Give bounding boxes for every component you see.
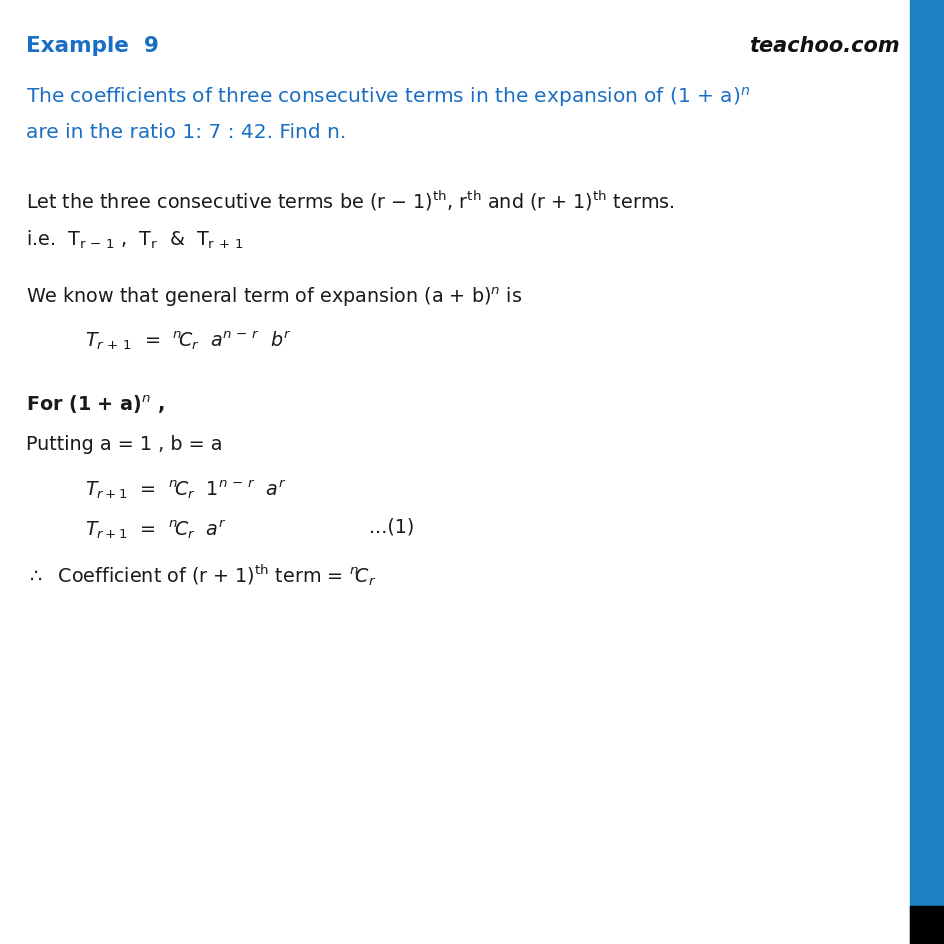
Text: $T_{r+1}$  =  $^n\!C_r$  $a^r$: $T_{r+1}$ = $^n\!C_r$ $a^r$ bbox=[85, 517, 227, 540]
Text: Putting a = 1 , b = a: Putting a = 1 , b = a bbox=[26, 434, 223, 453]
Bar bbox=[909, 906, 944, 944]
Text: Let the three consecutive terms be (r $-$ 1)$^{\rm th}$, r$^{\rm th}$ and (r + 1: Let the three consecutive terms be (r $-… bbox=[26, 189, 674, 213]
Text: $T_{r\,+\,1}$  =  $^n\!C_r$  $a^{n\,-\,r}$  $b^r$: $T_{r\,+\,1}$ = $^n\!C_r$ $a^{n\,-\,r}$ … bbox=[85, 329, 292, 351]
Text: i.e.  $\mathsf{T_{r\,-\,1}}$ ,  $\mathsf{T_r}$  &  $\mathsf{T_{r\,+\,1}}$: i.e. $\mathsf{T_{r\,-\,1}}$ , $\mathsf{T… bbox=[26, 228, 244, 251]
Text: For (1 + a)$^n$ ,: For (1 + a)$^n$ , bbox=[26, 394, 165, 416]
Text: Example  9: Example 9 bbox=[26, 36, 160, 56]
Text: ...(1): ...(1) bbox=[368, 517, 413, 536]
Text: $T_{r+1}$  =  $^n\!C_r$  $1^{n\,-\,r}$  $a^r$: $T_{r+1}$ = $^n\!C_r$ $1^{n\,-\,r}$ $a^r… bbox=[85, 478, 286, 500]
Text: $\therefore$  Coefficient of (r + 1)$^{\rm th}$ term = $^n\!C_r$: $\therefore$ Coefficient of (r + 1)$^{\r… bbox=[26, 562, 377, 587]
Text: teachoo.com: teachoo.com bbox=[749, 36, 899, 56]
Text: are in the ratio 1: 7 : 42. Find n.: are in the ratio 1: 7 : 42. Find n. bbox=[26, 123, 346, 142]
Bar bbox=[909, 0, 944, 944]
Text: The coefficients of three consecutive terms in the expansion of (1 + a)$^n$: The coefficients of three consecutive te… bbox=[26, 85, 750, 109]
Text: We know that general term of expansion (a + b)$^n$ is: We know that general term of expansion (… bbox=[26, 285, 522, 309]
